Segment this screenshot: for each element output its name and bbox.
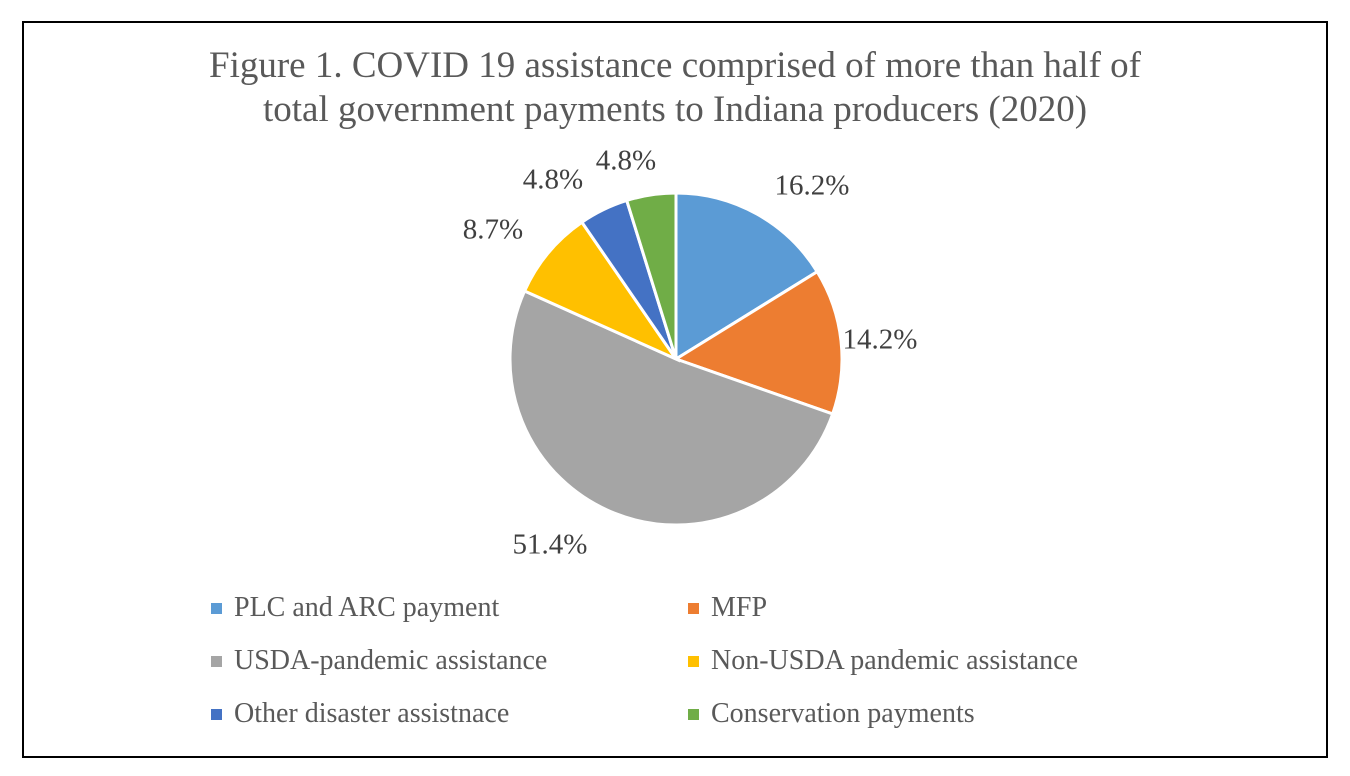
- legend-swatch: [211, 655, 222, 667]
- legend-item-1: MFP: [688, 592, 767, 624]
- legend-swatch: [688, 655, 699, 667]
- pie-slice-2: [508, 289, 835, 527]
- data-label-1: 14.2%: [842, 323, 918, 356]
- legend-swatch: [211, 602, 222, 614]
- data-label-2: 51.4%: [512, 528, 588, 561]
- legend-item-5: Conservation payments: [688, 698, 975, 730]
- data-label-4: 4.8%: [522, 163, 584, 196]
- legend-item-4: Other disaster assistnace: [211, 698, 509, 730]
- legend-label: Other disaster assistnace: [234, 698, 510, 729]
- pie-slice-0: [674, 191, 820, 362]
- legend-label: Conservation payments: [711, 698, 975, 729]
- legend-swatch: [688, 602, 699, 614]
- chart-frame: [22, 21, 1328, 758]
- legend-label: MFP: [711, 592, 768, 623]
- legend-item-0: PLC and ARC payment: [211, 592, 499, 624]
- legend-label: Non-USDA pandemic assistance: [711, 645, 1079, 676]
- pie-slice-3: [522, 220, 681, 363]
- chart-title-line-1: Figure 1. COVID 19 assistance comprised …: [209, 45, 1141, 86]
- pie-slice-5: [624, 191, 678, 360]
- legend-label: PLC and ARC payment: [234, 592, 500, 623]
- legend-item-3: Non-USDA pandemic assistance: [688, 645, 1078, 677]
- data-label-5: 4.8%: [595, 144, 657, 177]
- legend-item-2: USDA-pandemic assistance: [211, 645, 547, 677]
- data-label-0: 16.2%: [774, 169, 850, 202]
- legend-swatch: [688, 708, 699, 720]
- data-label-3: 8.7%: [462, 213, 524, 246]
- legend-swatch: [211, 708, 222, 720]
- pie-slice-1: [672, 269, 844, 416]
- legend-label: USDA-pandemic assistance: [234, 645, 548, 676]
- chart-title-line-2: total government payments to Indiana pro…: [262, 89, 1088, 130]
